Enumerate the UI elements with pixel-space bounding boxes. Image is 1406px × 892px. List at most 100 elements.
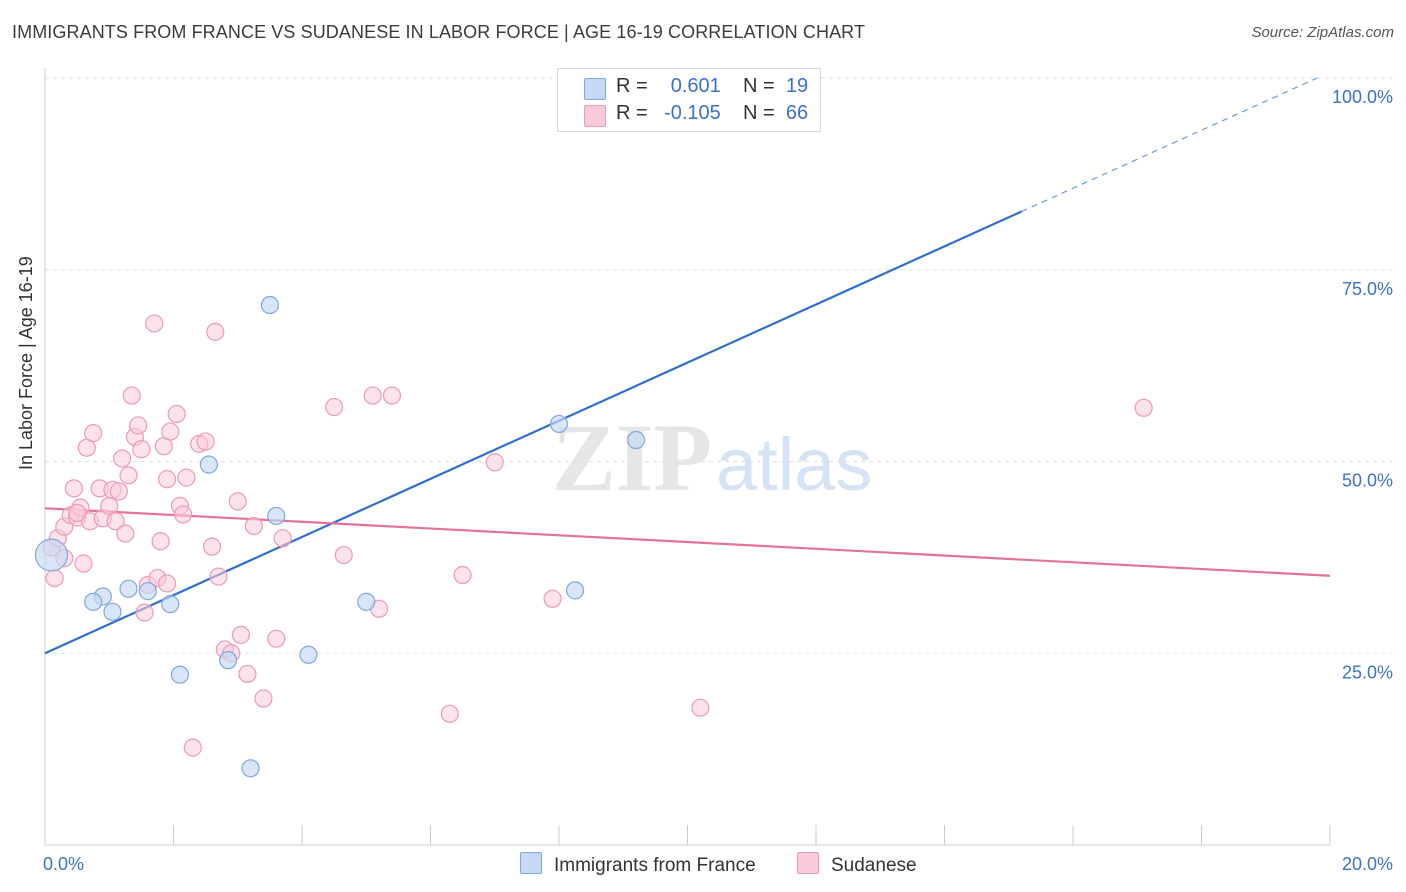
sudanese-point (231, 625, 251, 644)
n-value-france: 19 (785, 75, 809, 97)
sudanese-point (177, 468, 196, 487)
france-point (170, 665, 190, 684)
watermark: ZIP atlas (552, 404, 872, 511)
stats-legend: R = 0.601 N = 19 R = -0.105 N = 66 (557, 68, 821, 132)
legend-sudanese-label: Sudanese (831, 855, 917, 876)
sudanese-point (64, 479, 84, 498)
trend-line-france-extension (1021, 77, 1318, 213)
sudanese-point (209, 567, 228, 586)
france-point (84, 592, 103, 611)
sudanese-point (196, 432, 215, 451)
points-layer (34, 68, 1153, 778)
r-label: R = (616, 75, 648, 97)
france-swatch (584, 78, 606, 100)
france-point (219, 651, 238, 670)
tick-label-layer: 25.0% 50.0% 75.0% 100.0% 0.0% 20.0% (43, 87, 1393, 874)
y-tick-label: 100.0% (1332, 87, 1393, 107)
sudanese-point (254, 689, 273, 708)
sudanese-point (453, 565, 472, 585)
sudanese-point (45, 568, 64, 588)
france-point (299, 645, 318, 664)
sudanese-point (244, 516, 263, 536)
legend-france-label: Immigrants from France (554, 855, 756, 876)
sudanese-point (691, 698, 710, 717)
sudanese-point (325, 397, 344, 417)
sudanese-point (157, 470, 177, 489)
sudanese-point (151, 532, 170, 551)
sudanese-point (145, 314, 164, 333)
sudanese-point (122, 386, 141, 405)
sudanese-point (543, 589, 562, 608)
france-point (626, 430, 646, 450)
france-point (549, 414, 569, 434)
r-value-france: 0.601 (670, 75, 721, 97)
sudanese-point (109, 482, 128, 501)
y-tick-label: 75.0% (1342, 279, 1393, 299)
sudanese-point (238, 664, 257, 684)
trend-line-france (44, 210, 1023, 655)
sudanese-point (382, 386, 402, 405)
sudanese-point (119, 466, 138, 485)
sudanese-point (174, 505, 193, 524)
legend-france-swatch (520, 852, 542, 874)
sudanese-swatch (584, 105, 606, 127)
france-point (565, 581, 585, 600)
axis-layer (44, 68, 1331, 846)
trend-layer (44, 77, 1331, 655)
france-point (241, 759, 260, 778)
legend-item-france: Immigrants from France (520, 852, 756, 877)
watermark-atlas: atlas (716, 423, 872, 506)
sudanese-point (206, 322, 225, 341)
y-tick-label: 25.0% (1342, 662, 1393, 682)
france-point (199, 455, 218, 474)
france-point (103, 602, 122, 621)
sudanese-point (100, 496, 119, 516)
sudanese-point (129, 416, 148, 435)
n-value-sudanese: 66 (785, 102, 809, 124)
france-point (267, 506, 286, 526)
sudanese-point (112, 449, 132, 468)
r-value-sudanese: -0.105 (664, 102, 721, 124)
sudanese-point (106, 512, 125, 531)
sudanese-point (202, 537, 222, 556)
sudanese-point (84, 424, 103, 443)
france-point (161, 595, 180, 614)
chart-title: IMMIGRANTS FROM FRANCE VS SUDANESE IN LA… (12, 22, 866, 42)
stats-text-sudanese: R = -0.105 N = 66 (616, 102, 808, 125)
sudanese-point (161, 422, 180, 441)
sudanese-point (440, 704, 459, 723)
sudanese-point (157, 574, 177, 593)
sudanese-point (116, 524, 135, 543)
france-point (260, 295, 279, 315)
sudanese-point (273, 529, 292, 548)
y-tick-label: 50.0% (1342, 471, 1393, 491)
n-label: N = (743, 75, 775, 97)
sudanese-point (228, 492, 247, 511)
france-point (34, 538, 69, 572)
sudanese-point (74, 554, 93, 573)
n-label: N = (743, 102, 775, 124)
france-point (119, 579, 138, 598)
sudanese-point (334, 545, 353, 565)
france-point (138, 582, 157, 601)
watermark-zip: ZIP (552, 404, 712, 511)
x-tick-label: 20.0% (1342, 854, 1393, 874)
legend-sudanese-swatch (797, 852, 819, 874)
sudanese-point (68, 503, 87, 522)
source-label: Source: ZipAtlas.com (1251, 24, 1394, 41)
legend-item-sudanese: Sudanese (797, 852, 917, 877)
sudanese-point (183, 738, 202, 757)
france-point (357, 592, 376, 611)
x-tick-label: 0.0% (43, 854, 84, 874)
y-axis-label: In Labor Force | Age 16-19 (16, 256, 36, 470)
sudanese-point (1134, 398, 1153, 417)
sudanese-point (363, 386, 382, 405)
sudanese-point (135, 603, 154, 622)
sudanese-point (485, 453, 504, 472)
sudanese-point (267, 629, 286, 648)
sudanese-point (167, 404, 186, 424)
grid-layer (45, 77, 1394, 654)
sudanese-point (132, 440, 151, 459)
r-label: R = (616, 102, 648, 124)
